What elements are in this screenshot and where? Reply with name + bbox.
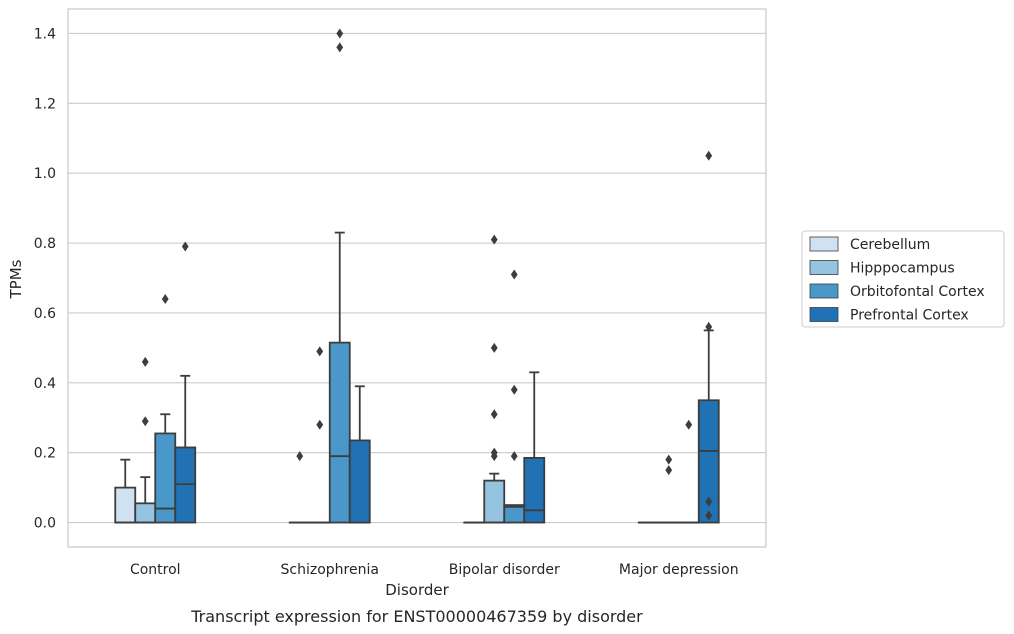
outlier-point xyxy=(685,419,693,430)
box-0-0 xyxy=(114,458,137,524)
box-rect xyxy=(483,479,506,524)
outlier-point xyxy=(181,241,189,252)
x-tick-label: Schizophrenia xyxy=(281,562,379,578)
outlier-point xyxy=(665,465,673,476)
outlier-point xyxy=(316,346,324,357)
outlier-point xyxy=(510,451,518,462)
legend-label: Cerebellum xyxy=(850,237,930,253)
figure-caption: Transcript expression for ENST0000046735… xyxy=(190,607,643,626)
box-rect xyxy=(523,457,546,524)
x-axis-title: Disorder xyxy=(385,581,449,599)
outlier-point xyxy=(705,321,713,332)
box-1-2 xyxy=(328,28,351,524)
y-tick-labels: 0.0 0.2 0.4 0.6 0.8 1.0 1.2 1.4 xyxy=(34,26,56,531)
box-rect xyxy=(348,439,371,524)
outlier-point xyxy=(510,269,518,280)
legend-swatch xyxy=(809,260,839,275)
outlier-point xyxy=(296,451,304,462)
outlier-point xyxy=(490,447,498,458)
legend-frame xyxy=(801,230,1005,328)
box-2-1 xyxy=(483,234,506,524)
legend: Cerebellum Hipppocampus Orbitofontal Corte… xyxy=(801,230,1005,328)
x-tick-labels: Control Schizophrenia Bipolar disorder Majo… xyxy=(130,562,739,578)
y-tick-label: 0.8 xyxy=(34,236,56,252)
y-tick-label: 0.6 xyxy=(34,306,56,322)
legend-swatch xyxy=(809,236,839,252)
outlier-point xyxy=(510,384,518,395)
outlier-point xyxy=(705,496,713,507)
box-0-3 xyxy=(174,241,197,524)
y-axis-title: TPMs xyxy=(7,259,25,299)
legend-label: Hipppocampus xyxy=(850,261,955,277)
outlier-point xyxy=(316,419,324,430)
outlier-point xyxy=(336,28,344,39)
box-rect xyxy=(697,399,720,524)
box-rect xyxy=(114,486,137,524)
box-3-3 xyxy=(697,150,720,524)
outlier-point xyxy=(705,150,713,161)
outlier-point xyxy=(490,234,498,245)
box-rect xyxy=(134,502,157,524)
outlier-point xyxy=(490,409,498,420)
outlier-point xyxy=(161,293,169,304)
outlier-point xyxy=(665,454,673,465)
y-tick-label: 1.2 xyxy=(34,96,56,112)
outlier-point xyxy=(490,342,498,353)
legend-label: Orbitofontal Cortex xyxy=(850,284,985,300)
box-0-2 xyxy=(154,293,177,524)
box-rect xyxy=(328,341,351,524)
x-tick-label: Major depression xyxy=(619,562,739,578)
y-tick-label: 1.0 xyxy=(34,166,56,182)
outlier-point xyxy=(705,510,713,521)
box-2-3 xyxy=(523,371,546,524)
y-tick-label: 0.2 xyxy=(34,446,56,462)
x-tick-label: Bipolar disorder xyxy=(449,562,560,578)
legend-label: Prefrontal Cortex xyxy=(850,308,969,324)
legend-swatch xyxy=(809,283,839,299)
y-tick-label: 1.4 xyxy=(34,26,56,42)
outlier-point xyxy=(336,42,344,53)
x-tick-label: Control xyxy=(130,562,181,578)
box-series xyxy=(114,28,720,524)
box-1-3 xyxy=(348,385,371,524)
outlier-point xyxy=(141,416,149,427)
y-tick-label: 0.0 xyxy=(34,516,56,532)
plot-frame xyxy=(67,8,767,548)
y-tick-label: 0.4 xyxy=(34,376,56,392)
outlier-point xyxy=(141,356,149,367)
legend-swatch xyxy=(809,307,839,322)
